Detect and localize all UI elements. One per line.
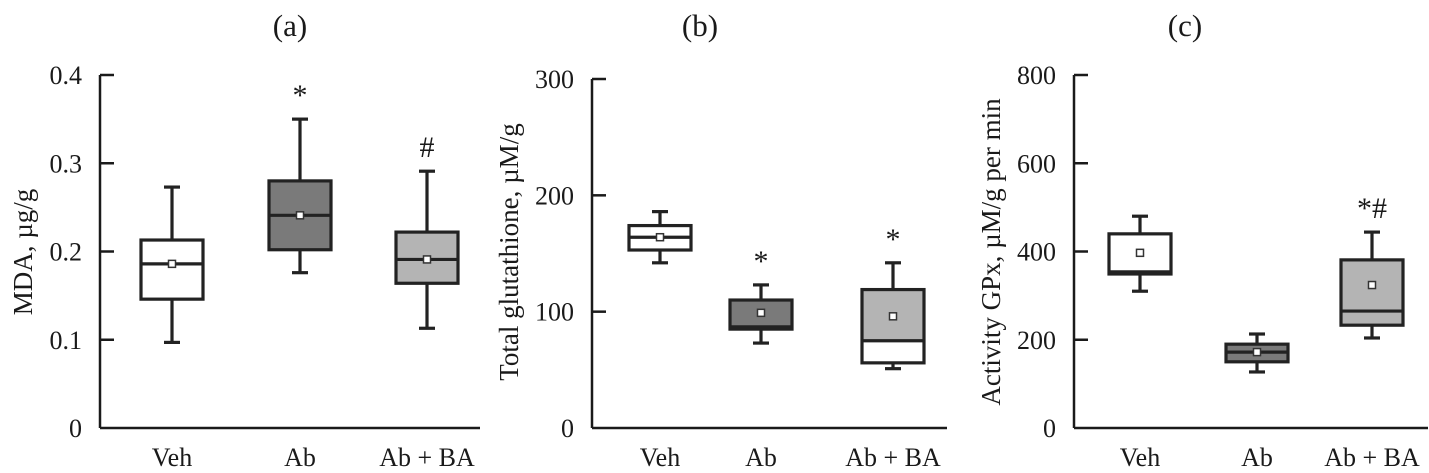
box-ab-ba: *# bbox=[1339, 192, 1405, 340]
x-tick-label: Ab + BA bbox=[379, 443, 475, 472]
box-outline bbox=[1107, 232, 1173, 276]
mean-marker bbox=[655, 232, 665, 242]
mean-marker bbox=[167, 259, 177, 269]
y-tick-label: 0 bbox=[69, 414, 82, 443]
box-outline bbox=[860, 287, 926, 365]
mean-marker bbox=[1367, 280, 1377, 290]
box-ab: * bbox=[728, 245, 794, 345]
y-tick-label: 800 bbox=[1017, 61, 1056, 90]
mean-marker bbox=[1135, 248, 1145, 258]
y-axis-label: MDA, µg/g bbox=[8, 189, 38, 316]
x-tick-label: Ab + BA bbox=[845, 443, 941, 472]
x-tick-label: Ab bbox=[1241, 443, 1273, 472]
y-tick-label: 300 bbox=[535, 65, 574, 94]
box-ab: * bbox=[267, 79, 333, 275]
mean-marker bbox=[295, 211, 305, 220]
significance-mark: * bbox=[886, 223, 901, 256]
panel-title: (a) bbox=[273, 8, 307, 43]
y-tick-label: 0.1 bbox=[50, 326, 83, 355]
box-veh bbox=[627, 210, 693, 265]
box-outline bbox=[1339, 258, 1405, 327]
mean-marker bbox=[756, 308, 766, 318]
y-tick-label: 200 bbox=[535, 181, 574, 210]
box-outline bbox=[139, 238, 205, 301]
y-axis-label: Total glutathione, µM/g bbox=[494, 123, 524, 380]
panel-title: (c) bbox=[1168, 8, 1202, 43]
panel-b: (b) Total glutathione, µM/g 0 100 200 300 Veh *… bbox=[494, 8, 947, 472]
mean-marker bbox=[1252, 347, 1262, 357]
significance-mark: * bbox=[293, 79, 308, 112]
y-tick-label: 0 bbox=[561, 414, 574, 443]
y-tick-label: 0.2 bbox=[50, 238, 83, 267]
panel-title: (b) bbox=[682, 8, 718, 43]
y-tick-label: 400 bbox=[1017, 238, 1056, 267]
x-tick-label: Veh bbox=[640, 443, 680, 472]
box-outline bbox=[394, 230, 460, 285]
x-tick-label: Veh bbox=[152, 443, 192, 472]
y-tick-label: 100 bbox=[535, 298, 574, 327]
y-axis-label: Activity GPx, µM/g per min bbox=[976, 98, 1006, 406]
y-tick-label: 600 bbox=[1017, 149, 1056, 178]
mean-marker bbox=[888, 312, 898, 321]
panel-a: (a) MDA, µg/g 0 0.1 0.2 0.3 0.4 Veh * Ab # Ab + BA bbox=[8, 8, 480, 472]
box-fill bbox=[1341, 259, 1403, 326]
x-tick-label: Ab bbox=[745, 443, 777, 472]
panel-c: (c) Activity GPx, µM/g per min 0 200 400 600 8… bbox=[976, 8, 1428, 472]
box-lower-fill bbox=[862, 340, 924, 363]
significance-mark: # bbox=[420, 131, 435, 164]
box-ab-ba: # bbox=[394, 131, 460, 330]
significance-mark: *# bbox=[1357, 192, 1387, 225]
box-ab bbox=[1224, 332, 1290, 374]
y-tick-label: 200 bbox=[1017, 326, 1056, 355]
significance-mark: * bbox=[754, 245, 769, 278]
x-tick-label: Veh bbox=[1120, 443, 1160, 472]
box-veh bbox=[139, 185, 205, 344]
mean-marker bbox=[422, 255, 432, 264]
box-veh bbox=[1107, 214, 1173, 293]
box-ab-ba: * bbox=[860, 223, 926, 371]
x-tick-label: Ab + BA bbox=[1324, 443, 1420, 472]
box-outline bbox=[728, 298, 794, 331]
box-fill bbox=[141, 240, 203, 300]
y-tick-label: 0.4 bbox=[50, 61, 83, 90]
y-tick-label: 0 bbox=[1043, 414, 1056, 443]
x-tick-label: Ab bbox=[284, 443, 316, 472]
y-tick-label: 0.3 bbox=[50, 149, 83, 178]
